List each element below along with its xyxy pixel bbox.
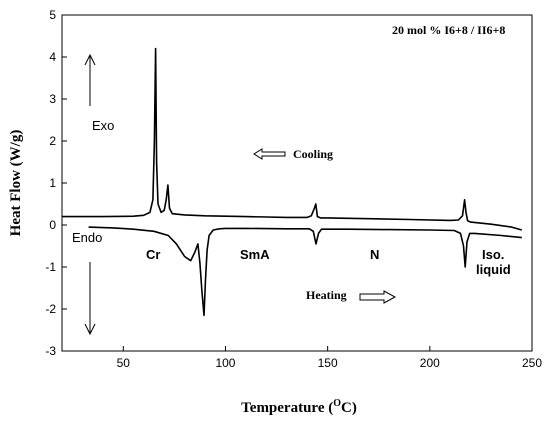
x-axis-label: Temperature (OC) [241,398,357,416]
x-axis-label-main: Temperature ( [241,400,333,416]
y-tick-label: -1 [45,260,56,274]
phase-label-iso: Iso. [482,247,504,262]
x-axis-label-tail: C) [341,400,357,416]
phase-label-sma: SmA [240,247,270,262]
sample-label: 20 mol % I6+8 / II6+8 [392,23,505,37]
x-tick-label: 250 [522,356,542,370]
cooling-left-arrow-icon [254,149,285,159]
y-tick-label: 3 [49,92,56,106]
y-tick-label: 5 [49,8,56,22]
y-tick-label: -3 [45,344,56,358]
cooling-label: Cooling [293,147,333,161]
plot-area [62,15,532,351]
phase-label-liquid: liquid [476,262,511,277]
y-tick-label: 1 [49,176,56,190]
y-tick-label: 4 [49,50,56,64]
heating-curve [89,227,522,315]
heating-right-arrow-icon [360,291,395,303]
endo-down-arrow-icon [85,262,95,334]
phase-label-cr: Cr [146,247,160,262]
y-tick-label: 2 [49,134,56,148]
y-axis-label: Heat Flow (W/g) [8,130,24,237]
phase-label-n: N [370,247,379,262]
y-axis-ticks: -3 -2 -1 0 1 2 3 4 5 [45,8,67,358]
y-tick-label: -2 [45,302,56,316]
x-tick-label: 150 [318,356,338,370]
cooling-curve [62,49,522,230]
endo-label: Endo [72,230,102,245]
x-tick-label: 50 [117,356,131,370]
x-tick-label: 200 [420,356,440,370]
exo-up-arrow-icon [85,55,95,106]
heating-label: Heating [306,288,347,302]
x-tick-label: 100 [215,356,235,370]
exo-label: Exo [92,118,114,133]
x-axis-ticks: 50 100 150 200 250 [117,346,543,370]
y-tick-label: 0 [49,218,56,232]
